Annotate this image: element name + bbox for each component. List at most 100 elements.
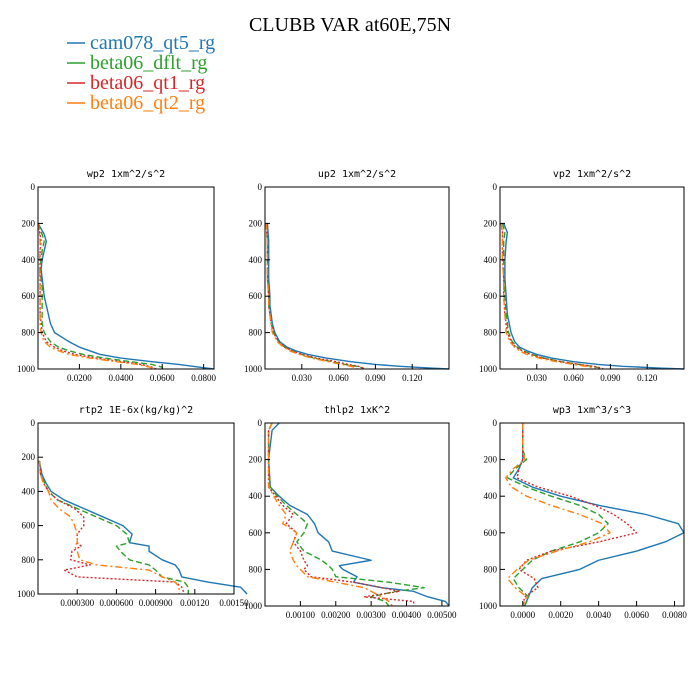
x-tick-label: 0.00300	[357, 610, 387, 620]
panel-5: thlp2 1xK^2 0 200 400 600 800 1000 0.00100 0.002…	[244, 405, 457, 620]
series-line	[37, 223, 163, 369]
y-tick-label: 400	[484, 491, 498, 501]
plot-frame	[37, 186, 215, 370]
x-tick-label: 0.0200	[67, 373, 92, 383]
x-tick-label: 0.00120	[180, 598, 210, 608]
panel-title: wp3 1xm^3/s^3	[553, 405, 631, 416]
panel-3: vp2 1xm^2/s^2 0 200 400 600 800 1000 0.030 0.060…	[479, 169, 685, 383]
y-tick-label: 1000	[17, 364, 36, 374]
y-tick-label: 600	[22, 291, 36, 301]
y-tick-label: 0	[258, 418, 263, 428]
series-line	[504, 423, 611, 607]
y-tick-label: 600	[22, 521, 36, 531]
panel-title: thlp2 1xK^2	[324, 405, 390, 416]
legend-label: beta06_qt1_rg	[90, 72, 205, 94]
x-tick-label: 0.0060	[624, 610, 649, 620]
x-tick-label: 0.00200	[321, 610, 351, 620]
y-tick-label: 600	[249, 291, 263, 301]
series-line	[265, 223, 364, 369]
series-line	[38, 460, 180, 594]
panel-1: wp2 1xm^2/s^2 0 200 400 600 800 1000 0.0200 0.04…	[17, 169, 217, 383]
series-line	[37, 223, 155, 370]
x-tick-label: 0.060	[328, 373, 349, 383]
panel-title: vp2 1xm^2/s^2	[553, 169, 631, 180]
y-tick-label: 400	[22, 255, 36, 265]
x-tick-label: 0.0600	[150, 373, 175, 383]
plot-frame	[499, 186, 685, 370]
y-tick-label: 0	[31, 182, 36, 192]
plot-frame	[37, 422, 235, 595]
y-tick-label: 200	[484, 218, 498, 228]
legend-item: beta06_qt1_rg	[67, 72, 205, 94]
x-tick-label: 0.030	[292, 373, 313, 383]
panel-2: up2 1xm^2/s^2 0 200 400 600 800 1000 0.030 0.060…	[244, 169, 450, 383]
x-tick-label: 0.00100	[286, 610, 316, 620]
y-tick-label: 800	[22, 328, 36, 338]
x-tick-label: 0.000600	[100, 598, 134, 608]
panel-6: wp3 1xm^3/s^3 0 200 400 600 800 1000 0.0000 0.00…	[479, 405, 687, 620]
y-tick-label: 1000	[479, 364, 498, 374]
panel-4: rtp2 1E-6x(kg/kg)^2 0 200 400 600 800 1000 0.00…	[17, 405, 249, 608]
x-tick-label: 0.00500	[427, 610, 457, 620]
x-tick-label: 0.0080	[662, 610, 687, 620]
x-tick-label: 0.000300	[60, 598, 94, 608]
y-tick-label: 200	[22, 452, 36, 462]
figure-title: CLUBB VAR at60E,75N	[249, 14, 451, 36]
legend-label: beta06_dflt_rg	[90, 52, 207, 74]
x-tick-label: 0.060	[563, 373, 584, 383]
series-line	[503, 223, 685, 370]
series-line	[516, 423, 638, 607]
y-tick-label: 600	[484, 528, 498, 538]
x-tick-label: 0.090	[600, 373, 621, 383]
series-line	[267, 422, 415, 606]
series-line	[512, 423, 685, 607]
x-tick-label: 0.0800	[191, 373, 216, 383]
series-line	[267, 422, 425, 607]
y-tick-label: 800	[484, 328, 498, 338]
series-line	[501, 223, 603, 370]
y-tick-label: 200	[484, 455, 498, 465]
x-tick-label: 0.000900	[139, 598, 173, 608]
y-tick-label: 800	[484, 564, 498, 574]
y-tick-label: 200	[249, 218, 263, 228]
series-line	[37, 223, 215, 370]
panels: wp2 1xm^2/s^2 0 200 400 600 800 1000 0.0200 0.04…	[17, 169, 687, 620]
x-tick-label: 0.0020	[548, 610, 573, 620]
y-tick-label: 0	[258, 182, 263, 192]
x-tick-label: 0.00400	[392, 610, 422, 620]
y-tick-label: 600	[249, 528, 263, 538]
legend-label: cam078_qt5_rg	[90, 32, 215, 54]
y-tick-label: 1000	[244, 364, 263, 374]
series-line	[266, 223, 450, 370]
plot-frame	[499, 422, 685, 607]
y-tick-label: 0	[31, 418, 36, 428]
series-line	[37, 223, 157, 370]
legend-label: beta06_qt2_rg	[90, 92, 205, 114]
x-tick-label: 0.030	[527, 373, 548, 383]
y-tick-label: 200	[22, 218, 36, 228]
x-tick-label: 0.120	[637, 373, 658, 383]
y-tick-label: 0	[493, 182, 498, 192]
series-line	[265, 223, 364, 369]
y-tick-label: 1000	[244, 601, 263, 611]
series-line	[500, 223, 597, 370]
x-tick-label: 0.120	[402, 373, 423, 383]
x-tick-label: 0.0000	[510, 610, 535, 620]
y-tick-label: 200	[249, 455, 263, 465]
series-line	[38, 460, 189, 594]
x-tick-label: 0.00150	[219, 598, 249, 608]
panel-title: rtp2 1E-6x(kg/kg)^2	[79, 405, 193, 416]
series-line	[267, 422, 450, 607]
series-line	[506, 423, 609, 607]
legend-item: beta06_dflt_rg	[67, 52, 207, 74]
plot-frame	[264, 186, 450, 370]
y-tick-label: 1000	[17, 589, 36, 599]
y-tick-label: 0	[493, 418, 498, 428]
y-tick-label: 1000	[479, 601, 498, 611]
legend-item: cam078_qt5_rg	[67, 32, 215, 54]
y-tick-label: 400	[484, 255, 498, 265]
legend-item: beta06_qt2_rg	[67, 92, 205, 114]
x-tick-label: 0.0400	[108, 373, 133, 383]
series-line	[38, 460, 186, 595]
